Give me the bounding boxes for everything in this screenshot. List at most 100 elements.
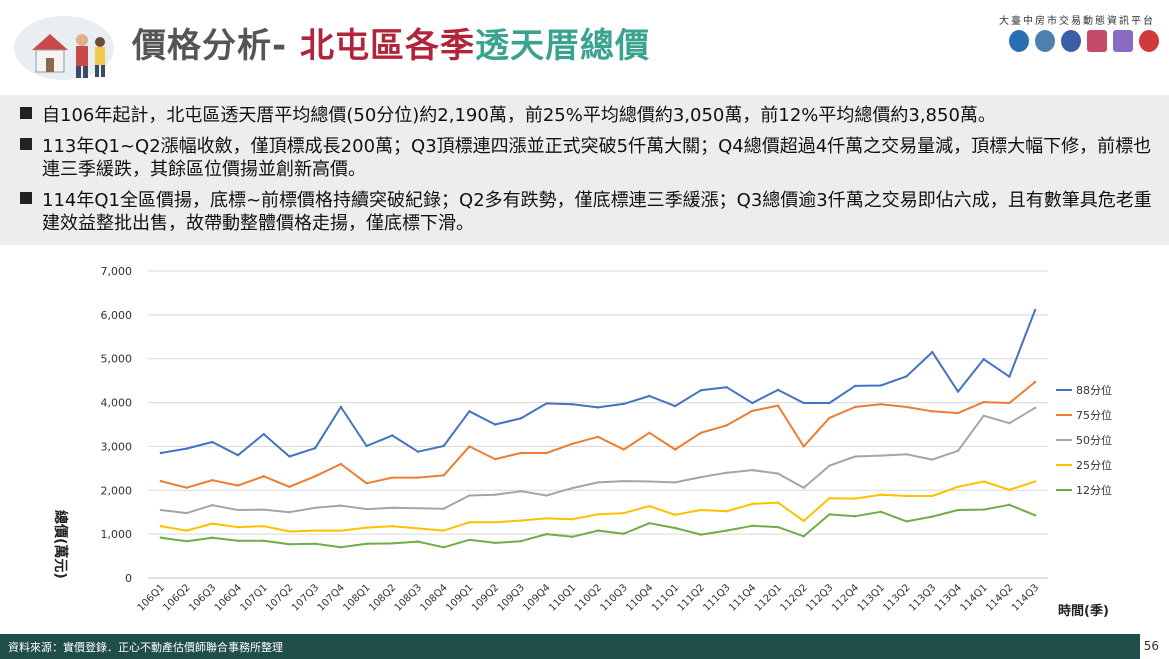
data-point	[185, 529, 188, 532]
bullet-item: 自106年起計，北屯區透天厝平均總價(50分位)約2,190萬，前25%平均總價…	[20, 104, 1152, 127]
data-point	[879, 454, 883, 457]
data-point	[159, 525, 163, 528]
data-point	[802, 535, 805, 538]
legend-label: 75分位	[1076, 408, 1112, 422]
x-tick-label: 108Q3	[393, 582, 424, 613]
data-point	[622, 532, 625, 535]
data-point	[288, 543, 291, 546]
data-point	[288, 511, 291, 514]
data-point	[468, 410, 471, 413]
data-point	[956, 508, 960, 512]
data-point	[468, 494, 471, 497]
data-point	[1033, 514, 1037, 517]
data-point	[159, 451, 163, 455]
data-point	[751, 401, 754, 405]
data-point	[365, 526, 368, 529]
data-point	[828, 416, 831, 420]
data-point	[776, 525, 780, 529]
data-point	[853, 497, 857, 500]
data-point	[442, 474, 445, 477]
x-tick-label: 114Q3	[1010, 582, 1041, 613]
bullet-square-icon	[20, 138, 32, 150]
data-point	[391, 506, 394, 510]
data-point	[211, 522, 214, 525]
data-point	[1008, 375, 1011, 378]
data-point	[725, 386, 728, 389]
x-tick-label: 112Q3	[804, 582, 835, 613]
x-tick-label: 114Q2	[984, 582, 1015, 613]
data-point	[1008, 488, 1011, 492]
data-point	[725, 424, 728, 427]
data-point	[596, 481, 600, 484]
data-point	[802, 445, 805, 448]
x-tick-label: 108Q4	[418, 582, 449, 613]
data-point	[391, 476, 394, 479]
x-tick-label: 113Q1	[856, 582, 887, 613]
data-point	[236, 484, 240, 487]
data-point	[879, 510, 883, 513]
data-point	[725, 529, 728, 532]
data-point	[442, 529, 445, 532]
data-point	[853, 514, 857, 518]
data-point	[931, 458, 934, 461]
data-point	[802, 519, 805, 523]
data-point	[673, 448, 677, 451]
data-point	[262, 475, 265, 478]
x-tick-label: 110Q4	[624, 582, 655, 613]
x-tick-label: 110Q2	[573, 582, 604, 613]
data-point	[288, 530, 291, 533]
data-point	[1008, 401, 1011, 405]
data-point	[545, 494, 548, 497]
data-point	[365, 542, 368, 545]
x-tick-label: 107Q2	[264, 582, 295, 613]
data-point	[905, 494, 908, 498]
data-point	[905, 375, 908, 378]
data-point	[699, 431, 703, 435]
data-point	[776, 501, 780, 504]
data-point	[982, 508, 985, 511]
x-tick-label: 106Q2	[161, 582, 192, 613]
x-tick-label: 112Q1	[753, 582, 784, 613]
y-tick-label: 5,000	[101, 353, 133, 366]
data-point	[185, 486, 188, 489]
data-point	[853, 455, 857, 458]
data-point	[648, 480, 651, 483]
data-point	[288, 455, 291, 458]
partner-logos	[1009, 30, 1159, 52]
price-line-chart: 7,000 6,000 5,000 4,000 3,000 2,000 1,000 0 106Q…	[52, 265, 1112, 619]
data-point	[905, 405, 908, 409]
data-point	[699, 475, 703, 479]
data-point	[236, 539, 240, 542]
title-part-2: 北屯區各季	[299, 26, 475, 66]
data-point	[468, 445, 471, 448]
data-point	[956, 449, 960, 453]
data-point	[442, 444, 445, 448]
data-point	[1033, 308, 1037, 312]
data-point	[236, 454, 240, 457]
data-point	[416, 507, 420, 510]
x-tick-label: 110Q1	[547, 582, 578, 613]
data-point	[391, 542, 394, 545]
data-point	[365, 507, 368, 511]
legend-label: 88分位	[1076, 383, 1112, 397]
data-point	[751, 502, 754, 506]
data-point	[571, 535, 574, 538]
data-point	[365, 482, 368, 485]
data-point	[313, 475, 317, 478]
page-number: 56	[1143, 639, 1159, 653]
x-tick-label: 109Q1	[444, 582, 475, 613]
data-point	[339, 546, 343, 549]
x-tick-label: 111Q1	[650, 582, 681, 613]
data-point	[751, 409, 754, 413]
data-point	[673, 404, 677, 408]
data-point	[493, 493, 497, 496]
data-point	[236, 508, 240, 512]
footer-bar: 資料來源：實價登錄．正心不動產估價師聯合事務所整理	[0, 634, 1140, 659]
y-tick-label: 2,000	[101, 484, 133, 497]
y-tick-label: 6,000	[101, 309, 133, 322]
data-point	[211, 536, 214, 539]
x-tick-label: 107Q4	[316, 582, 347, 613]
data-point	[339, 405, 343, 409]
data-point	[339, 504, 343, 507]
data-point	[596, 513, 600, 516]
